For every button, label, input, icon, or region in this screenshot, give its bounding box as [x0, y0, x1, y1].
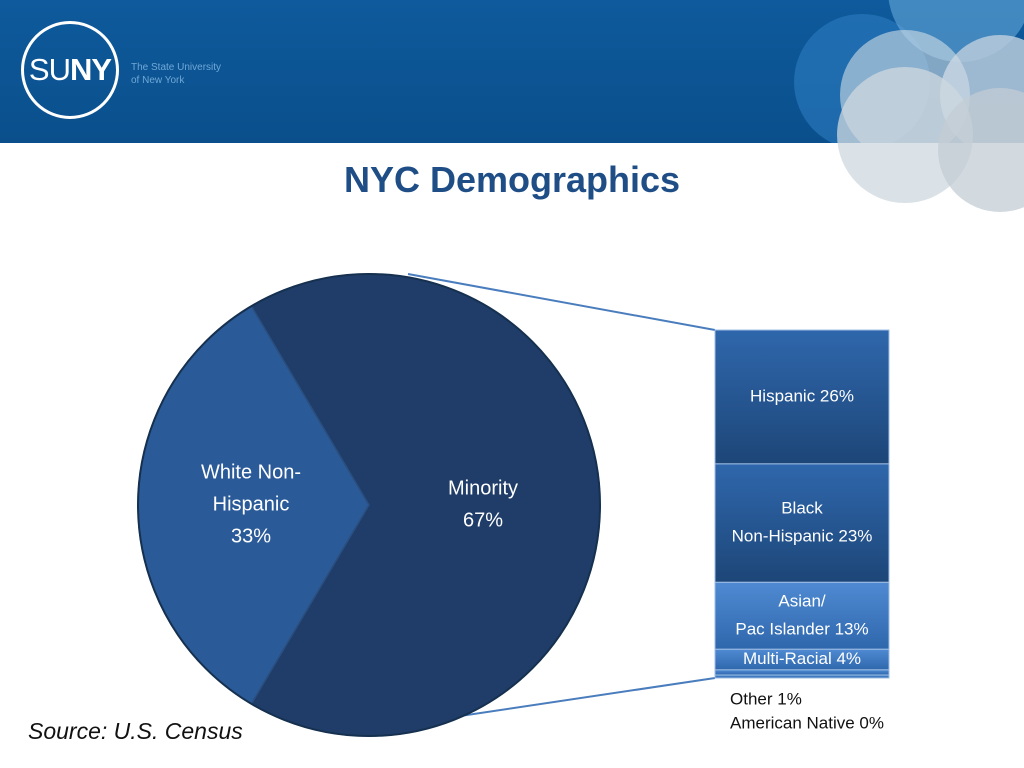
tagline-line-1: The State University: [131, 62, 222, 73]
stack-label-5-line-0: American Native 0%: [730, 713, 884, 732]
stack-label-1-line-0: Black: [781, 499, 823, 518]
stack-label-1-line-1: Non-Hispanic 23%: [732, 527, 873, 546]
stack-label-0-line-0: Hispanic 26%: [750, 386, 854, 405]
pie-label-1-line-0: Minority: [448, 477, 518, 499]
connector-bottom: [419, 677, 716, 723]
stack-label-3-line-0: Multi-Racial 4%: [743, 649, 861, 668]
stack-segment-0: [714, 329, 890, 465]
stack-segment-1: [714, 463, 890, 583]
tagline-line-2: of New York: [131, 75, 185, 86]
pie-label-0-line-0: White Non-: [201, 461, 301, 483]
page-title: NYC Demographics: [343, 159, 681, 200]
stack-segment-5: [714, 674, 890, 679]
stack-label-4-line-0: Other 1%: [730, 689, 802, 708]
stack-segment-4: [714, 669, 890, 676]
suny-logo-ring: [21, 21, 119, 119]
pie-label-0-line-2: 33%: [231, 525, 271, 547]
pie-label-1-line-1: 67%: [463, 509, 503, 531]
connector-top: [407, 273, 716, 331]
suny-logo: SUNY: [28, 52, 112, 87]
pie-label-0-line-1: Hispanic: [213, 493, 290, 515]
stack-label-2-line-0: Asian/: [778, 591, 826, 610]
pie-rim: [137, 273, 601, 737]
source-caption: Source: U.S. Census: [28, 718, 243, 744]
stack-segment-2: [714, 581, 890, 650]
suny-tagline: The State University of New York: [131, 61, 221, 87]
stack-label-2-line-1: Pac Islander 13%: [735, 619, 868, 638]
